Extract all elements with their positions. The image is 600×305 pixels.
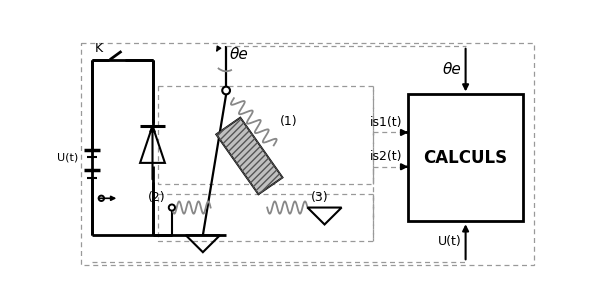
Text: θe: θe: [443, 62, 462, 77]
Circle shape: [222, 87, 230, 94]
Text: (2): (2): [148, 191, 166, 204]
Bar: [158, 195, 373, 241]
Text: θe: θe: [230, 47, 249, 63]
Text: CALCULS: CALCULS: [424, 149, 508, 167]
Text: (1): (1): [280, 115, 298, 128]
Bar: [408, 94, 523, 221]
Circle shape: [169, 204, 175, 211]
Bar: [158, 86, 373, 185]
Bar: [216, 118, 283, 194]
Text: U(t): U(t): [57, 152, 78, 163]
Text: is1(t): is1(t): [370, 116, 402, 129]
Text: U(t): U(t): [438, 235, 462, 248]
Bar: [216, 118, 283, 194]
Text: (3): (3): [311, 191, 329, 204]
Text: K: K: [95, 42, 103, 55]
Text: is2(t): is2(t): [370, 150, 402, 163]
Circle shape: [98, 196, 104, 201]
